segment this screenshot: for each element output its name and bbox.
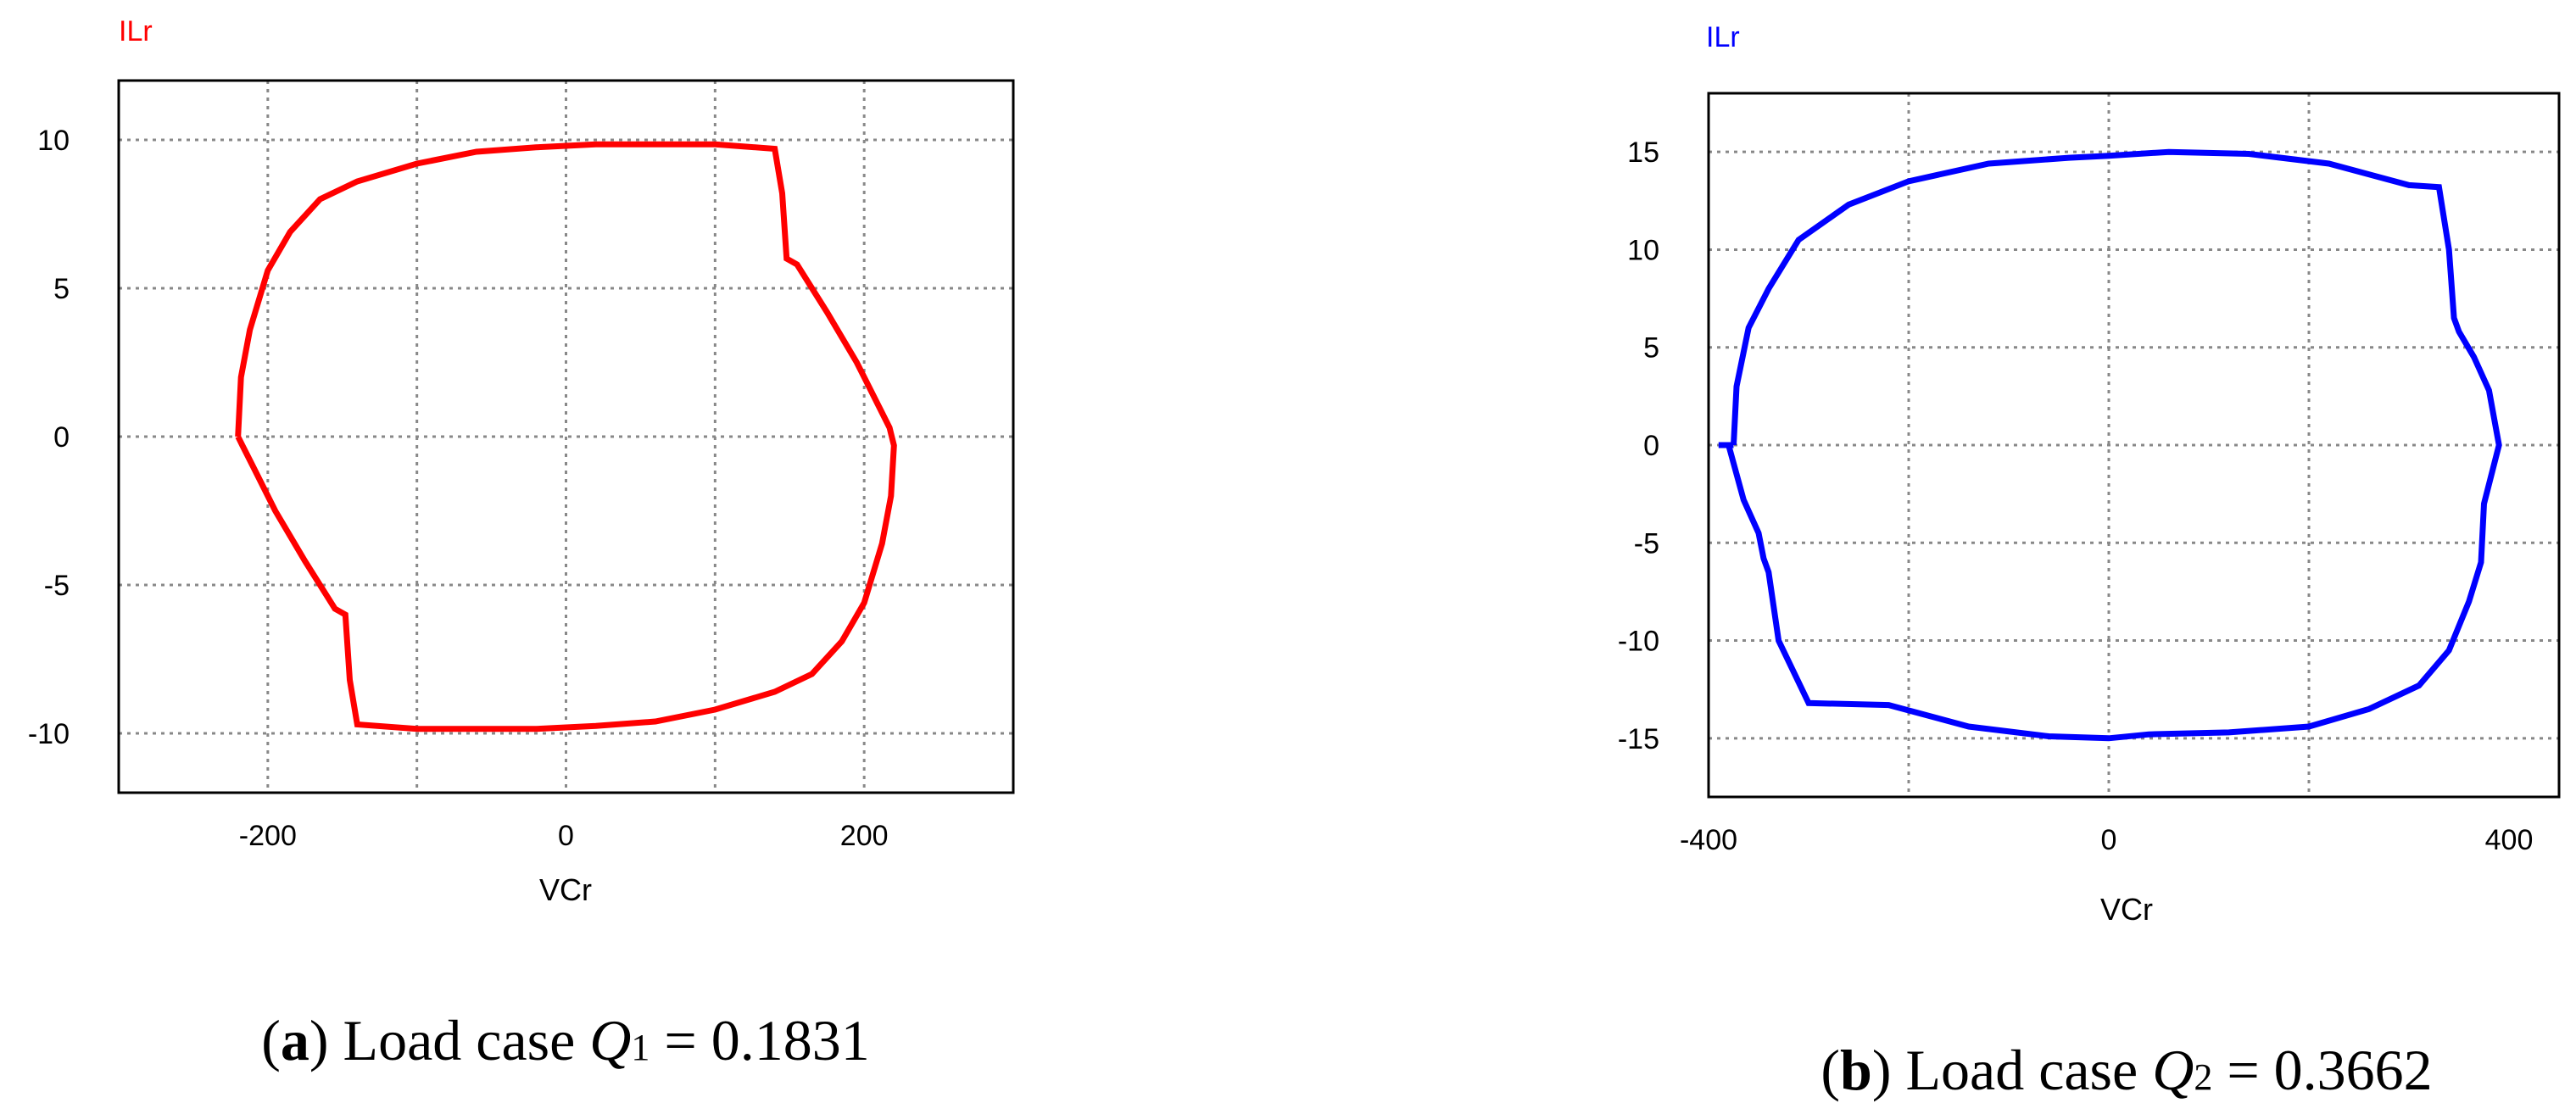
chart-b-ytick-label: -15 (1618, 723, 1659, 755)
chart-b-caption: (b) Load case Q2 = 0.3662 (1820, 1038, 2432, 1102)
chart-a-ytick-label: -10 (28, 718, 70, 750)
chart-a-plot-frame (117, 79, 1015, 794)
chart-b-caption-value: 0.3662 (2274, 1038, 2433, 1102)
chart-b-caption-eq: = (2227, 1038, 2259, 1102)
chart-a-caption-text: Load case (343, 1008, 576, 1072)
chart-b-ylabel: ILr (1706, 21, 1740, 53)
chart-a-xlabel: VCr (539, 872, 592, 907)
chart-a: ILr -200 0 200 10 5 0 -5 -10 VCr (a) Load case … (28, 15, 1015, 1072)
chart-a-caption-var: Q (589, 1008, 631, 1072)
chart-b-ytick-label: -5 (1634, 527, 1659, 560)
chart-b-ytick-label: 10 (1627, 234, 1659, 266)
chart-b-xtick-label: 400 (2485, 824, 2534, 856)
chart-b: ILr -400 0 400 15 10 5 0 -5 -10 -15 VCr (b) Load … (1618, 21, 2561, 1102)
chart-b-caption-panel: b (1840, 1038, 1872, 1102)
chart-a-caption-sub: 1 (631, 1027, 650, 1068)
chart-a-caption-eq: = (664, 1008, 696, 1072)
chart-a-xtick-label: 200 (840, 820, 889, 852)
chart-b-ytick-label: -10 (1618, 626, 1659, 658)
chart-b-ytick-label: 5 (1643, 332, 1659, 365)
chart-a-xtick-label: 0 (558, 820, 574, 852)
chart-b-caption-var: Q (2152, 1038, 2194, 1102)
chart-b-caption-sub: 2 (2194, 1056, 2212, 1098)
chart-b-ticks: -400 0 400 15 10 5 0 -5 -10 -15 (1618, 136, 2534, 856)
chart-a-caption: (a) Load case Q1 = 0.1831 (261, 1008, 870, 1072)
chart-a-series-line (235, 141, 897, 732)
chart-a-xtick-label: -200 (239, 820, 297, 852)
chart-a-ytick-label: 0 (53, 421, 70, 454)
chart-a-grid (119, 81, 1013, 793)
chart-a-ytick-label: -5 (44, 570, 70, 602)
chart-a-caption-value: 0.1831 (711, 1008, 870, 1072)
chart-b-plot-frame (1707, 92, 2561, 799)
chart-a-ytick-label: 5 (53, 273, 70, 305)
chart-a-ylabel: ILr (119, 15, 153, 47)
chart-b-xtick-label: -400 (1680, 824, 1737, 856)
chart-a-ytick-label: 10 (37, 125, 70, 157)
chart-b-caption-text: Load case (1905, 1038, 2138, 1102)
chart-b-xtick-label: 0 (2101, 824, 2117, 856)
chart-a-ticks: -200 0 200 10 5 0 -5 -10 (28, 125, 889, 852)
chart-b-xlabel: VCr (2100, 892, 2153, 927)
chart-a-caption-panel: a (281, 1008, 309, 1072)
chart-b-ytick-label: 15 (1627, 136, 1659, 169)
chart-b-series-line (1718, 148, 2502, 742)
chart-b-ytick-label: 0 (1643, 430, 1659, 462)
